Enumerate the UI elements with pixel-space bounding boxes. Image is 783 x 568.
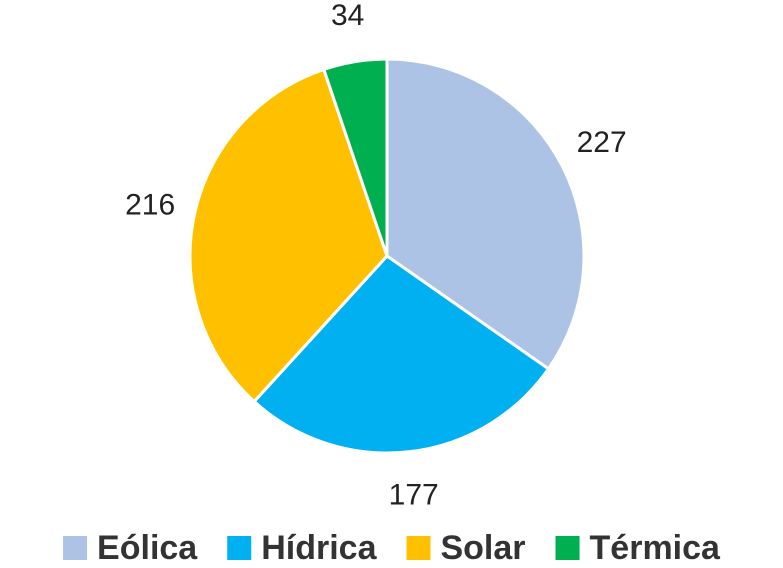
legend-swatch xyxy=(227,536,252,560)
data-label: 227 xyxy=(577,126,627,159)
data-label: 216 xyxy=(125,188,175,221)
legend-label: Solar xyxy=(440,529,525,567)
data-label: 177 xyxy=(389,478,439,511)
legend-swatch xyxy=(555,536,580,560)
legend-swatch xyxy=(406,536,431,560)
pie-slice xyxy=(385,57,586,371)
pie-slice xyxy=(188,67,389,404)
pie-slice xyxy=(252,254,550,455)
pie-slice xyxy=(322,57,389,258)
legend-label: Hídrica xyxy=(261,529,377,567)
data-label: 34 xyxy=(331,0,364,32)
legend-label: Eólica xyxy=(97,529,198,567)
legend-swatch xyxy=(63,536,88,560)
legend-label: Térmica xyxy=(590,529,721,567)
